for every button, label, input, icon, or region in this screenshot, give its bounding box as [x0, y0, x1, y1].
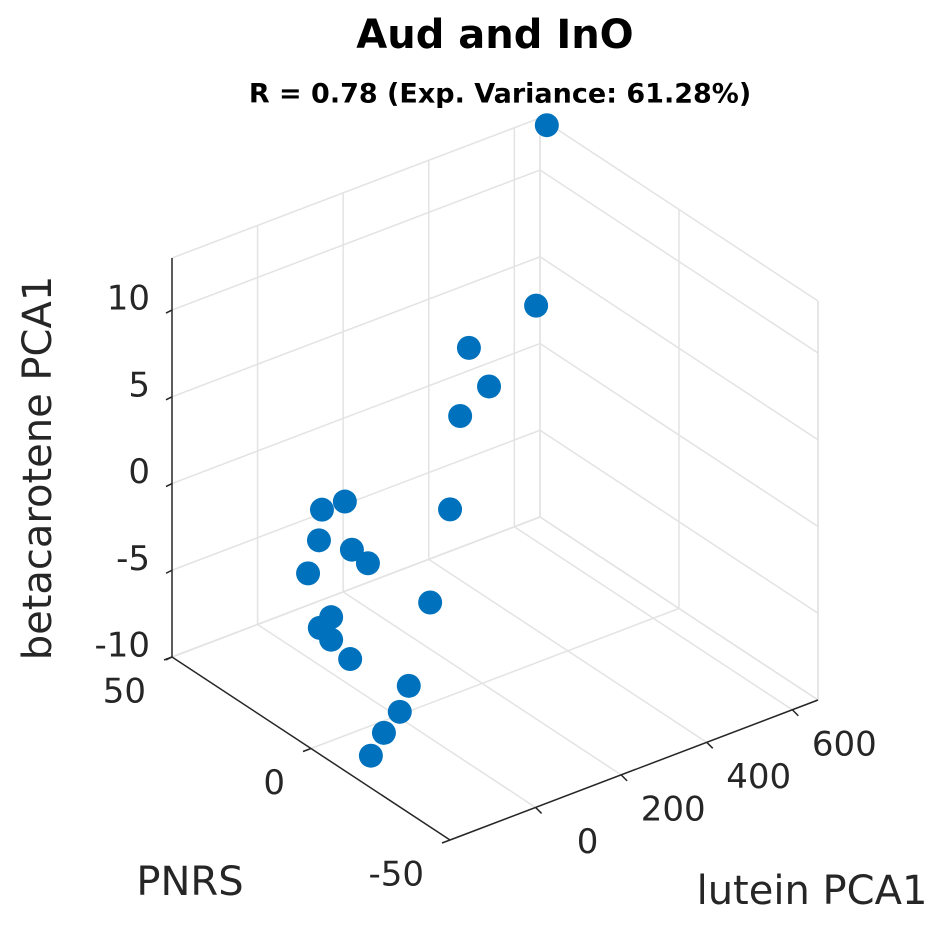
point — [358, 743, 383, 768]
point — [418, 590, 443, 615]
z-tick-label: -5 — [116, 539, 150, 579]
z-tick — [165, 482, 173, 488]
point — [477, 374, 502, 399]
point — [456, 335, 481, 360]
x-tick-label: 0 — [577, 822, 599, 862]
point — [296, 561, 321, 586]
point — [309, 497, 334, 522]
point — [338, 647, 363, 672]
point — [371, 720, 396, 745]
y-axis-label: PNRS — [136, 859, 243, 905]
x-tick — [535, 806, 543, 814]
y-tick-label: -50 — [368, 855, 424, 895]
z-tick-label: -10 — [94, 626, 150, 666]
y-tick-label: 50 — [103, 672, 146, 712]
y-tick-label: 0 — [263, 763, 285, 803]
x-axis-label: lutein PCA1 — [697, 868, 928, 914]
point — [438, 497, 463, 522]
z-tick-label: 5 — [128, 365, 150, 405]
grid-line — [171, 169, 541, 311]
z-tick — [165, 569, 173, 574]
point — [534, 113, 559, 138]
z-axis-label: betacarotene PCA1 — [15, 276, 61, 661]
point — [396, 673, 421, 698]
x-tick — [791, 709, 799, 717]
x-tick — [620, 774, 628, 782]
point — [332, 489, 357, 514]
x-tick-label: 400 — [726, 757, 791, 797]
point — [339, 537, 364, 562]
x-axis-line — [449, 699, 819, 841]
grid-line — [171, 516, 541, 658]
point — [387, 699, 412, 724]
grid-line — [310, 607, 680, 750]
box-edge — [171, 117, 541, 259]
point — [448, 403, 473, 428]
grid-line — [171, 342, 541, 485]
grid-line — [171, 256, 541, 398]
chart-title: Aud and InO — [356, 12, 633, 58]
point — [355, 551, 380, 576]
z-tick-label: 0 — [128, 452, 150, 492]
grid-line — [539, 429, 819, 614]
point — [524, 293, 549, 318]
z-tick — [165, 309, 173, 314]
grid-line — [539, 516, 819, 701]
y-tick — [163, 656, 173, 661]
x-tick — [706, 741, 714, 749]
y-tick — [441, 839, 451, 844]
x-tick-label: 600 — [812, 724, 877, 764]
grid-line — [539, 342, 819, 528]
grid-line — [539, 169, 819, 354]
x-tick-label: 200 — [641, 789, 706, 829]
point — [319, 627, 344, 652]
y-tick — [302, 747, 312, 753]
z-tick — [165, 396, 173, 401]
grid-line — [539, 256, 819, 441]
z-tick-label: 10 — [107, 279, 150, 319]
chart-subtitle: R = 0.78 (Exp. Variance: 61.28%) — [249, 79, 751, 110]
point — [306, 528, 331, 553]
